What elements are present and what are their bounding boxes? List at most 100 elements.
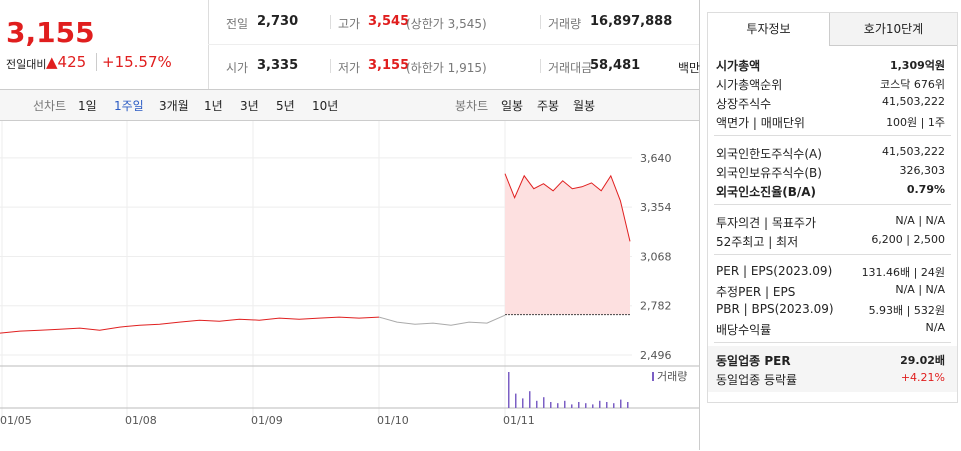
divider [330,59,331,73]
info-panel: 투자정보 호가10단계 시가총액 1,309억원 시가총액순위 코스닥 676위 상장주식수… [707,12,958,403]
price: 3,155 [6,16,95,49]
info-value: 131.46배 | 24원 [861,266,945,279]
info-label: 액면가 | 매매단위 [716,116,805,130]
stat-label: 거래량 [548,17,582,31]
stat-value: 58,481 [590,58,641,73]
divider [714,254,951,255]
candle-tab[interactable]: 일봉 [501,99,524,113]
stock-panel: 3,155 전일대비 ▲425 +15.57% 전일 2,730 고가 3,545 (상… [0,0,700,450]
volume-bar [571,404,573,408]
volume-bar [515,393,517,408]
info-label: PBR | BPS(2023.09) [716,302,834,316]
info-value: 326,303 [899,164,946,177]
section-bg [708,346,957,392]
info-label: 외국인한도주식수(A) [716,147,822,161]
volume-bar [606,402,608,408]
stat-value: 3,155 [368,58,410,73]
info-value: 100원 | 1주 [886,116,945,129]
info-label: PER | EPS(2023.09) [716,264,833,278]
divider [208,44,699,45]
price-line [0,316,380,334]
info-label: 투자의견 | 목표주가 [716,216,816,230]
period-tab[interactable]: 1일 [78,99,97,113]
divider [714,204,951,205]
period-tab[interactable]: 1년 [204,99,223,113]
y-tick-label: 3,640 [640,152,672,165]
change: ▲425 [46,53,87,71]
volume-bar [557,403,559,408]
divider [714,135,951,136]
x-tick-label: 01/05 [0,414,32,427]
info-label: 추정PER | EPS [716,285,796,299]
info-value: 6,200 | 2,500 [871,233,945,246]
divider [540,15,541,29]
volume-bar [599,400,601,408]
info-value: N/A | N/A [895,283,945,296]
info-label: 동일업종 등락률 [716,373,798,387]
period-tab[interactable]: 3년 [240,99,259,113]
tab-group-label: 봉차트 [455,99,489,113]
stat-note: (하한가 1,915) [406,61,487,75]
stat-value: 3,335 [257,58,299,73]
info-value: 1,309억원 [889,59,945,72]
info-label: 시가총액순위 [716,78,783,92]
period-tab[interactable]: 1주일 [114,99,144,113]
x-tick-label: 01/11 [503,414,535,427]
info-value: N/A | N/A [895,214,945,227]
info-value: 29.02배 [900,354,945,367]
info-value: 41,503,222 [882,95,945,108]
info-value: +4.21% [900,371,945,384]
stat-value: 16,897,888 [590,14,673,29]
info-label: 외국인소진율(B/A) [716,185,817,199]
info-value: 코스닥 676위 [880,78,945,91]
change-label: 전일대비 [6,58,47,71]
info-value: 0.79% [906,183,945,196]
stat-value: 3,545 [368,14,410,29]
stat-value: 2,730 [257,14,299,29]
stat-note: (상한가 3,545) [406,17,487,31]
info-value: N/A [925,321,945,334]
area [505,173,630,315]
period-tab[interactable]: 10년 [312,99,339,113]
stat-label: 거래대금 [548,61,593,75]
volume-bar [550,402,552,408]
info-label: 상장주식수 [716,97,772,111]
panel-tab[interactable]: 투자정보 [708,13,829,45]
x-tick-label: 01/09 [251,414,283,427]
volume-bar [613,403,615,408]
tab-group-label: 선차트 [33,99,67,113]
info-value: 41,503,222 [882,145,945,158]
divider [330,15,331,29]
volume-bar [508,372,510,408]
volume-bar [536,400,538,408]
volume-bar [529,391,531,408]
x-tick-label: 01/10 [377,414,409,427]
volume-bar [578,402,580,408]
rate: +15.57% [96,53,172,71]
y-tick-label: 3,354 [640,201,672,214]
legend-swatch [652,372,654,381]
candle-tab[interactable]: 주봉 [537,99,560,113]
divider [714,342,951,343]
period-tab[interactable]: 5년 [276,99,295,113]
divider [540,59,541,73]
volume-bar [592,404,594,408]
info-label: 52주최고 | 최저 [716,235,799,249]
price-line [504,173,631,242]
info-value: 5.93배 | 532원 [868,304,945,317]
info-label: 외국인보유주식수(B) [716,166,822,180]
x-tick-label: 01/08 [125,414,157,427]
panel-tab[interactable]: 호가10단계 [829,13,957,46]
period-tab[interactable]: 3개월 [159,99,189,113]
stat-label: 고가 [338,17,361,31]
info-label: 동일업종 PER [716,354,791,368]
volume-bar [585,403,587,408]
y-tick-label: 2,496 [640,349,672,362]
price-line [378,314,506,326]
info-label: 배당수익률 [716,323,772,337]
candle-tab[interactable]: 월봉 [573,99,596,113]
divider [0,89,699,90]
stat-label: 전일 [226,17,249,31]
volume-bar [620,399,622,408]
